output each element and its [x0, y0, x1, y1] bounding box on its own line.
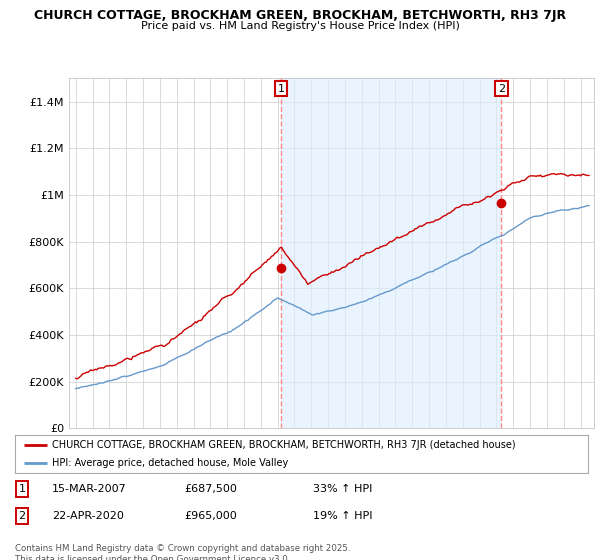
Text: 33% ↑ HPI: 33% ↑ HPI — [313, 484, 373, 494]
Text: 1: 1 — [278, 83, 284, 94]
Text: 15-MAR-2007: 15-MAR-2007 — [52, 484, 127, 494]
Text: 1: 1 — [19, 484, 25, 494]
Text: 22-APR-2020: 22-APR-2020 — [52, 511, 124, 521]
Text: 19% ↑ HPI: 19% ↑ HPI — [313, 511, 373, 521]
Text: CHURCH COTTAGE, BROCKHAM GREEN, BROCKHAM, BETCHWORTH, RH3 7JR: CHURCH COTTAGE, BROCKHAM GREEN, BROCKHAM… — [34, 9, 566, 22]
Text: 2: 2 — [19, 511, 25, 521]
Bar — [281, 78, 502, 428]
Text: CHURCH COTTAGE, BROCKHAM GREEN, BROCKHAM, BETCHWORTH, RH3 7JR (detached house): CHURCH COTTAGE, BROCKHAM GREEN, BROCKHAM… — [52, 440, 516, 450]
Text: Contains HM Land Registry data © Crown copyright and database right 2025.
This d: Contains HM Land Registry data © Crown c… — [15, 544, 350, 560]
Text: £965,000: £965,000 — [184, 511, 237, 521]
Text: HPI: Average price, detached house, Mole Valley: HPI: Average price, detached house, Mole… — [52, 458, 289, 468]
Text: £687,500: £687,500 — [184, 484, 237, 494]
Text: 2: 2 — [498, 83, 505, 94]
Text: Price paid vs. HM Land Registry's House Price Index (HPI): Price paid vs. HM Land Registry's House … — [140, 21, 460, 31]
